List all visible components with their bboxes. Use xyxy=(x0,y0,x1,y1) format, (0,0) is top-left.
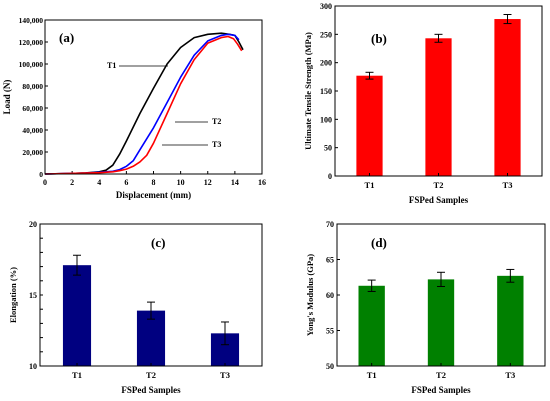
y-tick-label: 300 xyxy=(320,2,332,11)
y-tick-label: 100,000 xyxy=(19,60,44,69)
series-line-T2 xyxy=(44,33,240,175)
panel-label: (b) xyxy=(371,31,387,46)
y-tick-label: 150 xyxy=(320,87,332,96)
y-tick-label: 50 xyxy=(326,362,334,371)
y-tick-label: 60 xyxy=(326,291,334,300)
panel-label: (a) xyxy=(59,30,74,45)
y-tick-label: 20,000 xyxy=(22,148,43,157)
x-axis-label: FSPed Samples xyxy=(411,385,471,395)
annotation-label: T2 xyxy=(212,117,221,126)
x-tick-label: T3 xyxy=(505,370,515,380)
panel-d: 50 55 60 65 70 T1 T2 T3 FSPed Samples Yong's Modu… xyxy=(305,220,524,395)
x-tick-label: 4 xyxy=(97,178,101,187)
bar-T3 xyxy=(494,19,521,177)
panel-b: 0 50 100 150 200 250 300 T1 T2 T3 FSPed Samples Ult… xyxy=(303,2,521,205)
bar-T2 xyxy=(136,310,166,366)
y-tick-label: 100 xyxy=(320,115,332,124)
y-tick-label: 140,000 xyxy=(19,16,44,25)
x-tick-label: 14 xyxy=(231,178,239,187)
series-line-T3 xyxy=(44,35,243,175)
x-tick-label: 10 xyxy=(177,178,185,187)
y-tick-label: 60,000 xyxy=(22,104,43,113)
y-axis-label: Ultimate Tensile Strength (MPa) xyxy=(303,32,313,150)
bar-T3 xyxy=(497,275,524,366)
annotation-label: T3 xyxy=(212,140,221,149)
y-tick-label: 120,000 xyxy=(19,38,44,47)
x-tick-label: 12 xyxy=(204,178,212,187)
y-tick-label: 200 xyxy=(320,59,332,68)
plot-frame-d xyxy=(336,223,546,367)
panel-label: (d) xyxy=(371,235,387,250)
x-tick-label: T1 xyxy=(367,370,377,380)
y-axis-label: Elongation (%) xyxy=(8,267,18,323)
x-tick-label: T1 xyxy=(365,180,375,190)
panel-label: (c) xyxy=(151,235,165,250)
x-tick-label: 16 xyxy=(258,178,266,187)
x-tick-label: T3 xyxy=(220,370,230,380)
y-tick-label: 250 xyxy=(320,30,332,39)
x-tick-label: T2 xyxy=(436,370,446,380)
series-line-T1 xyxy=(44,32,244,175)
y-tick-label: 50 xyxy=(324,144,332,153)
y-tick-label: 80,000 xyxy=(22,82,43,91)
plot-frame-b xyxy=(334,5,543,177)
bar-T1 xyxy=(358,285,385,366)
panel-c: 10 15 20 T1 T2 T3 FSPed Samples Elongation (%) (… xyxy=(8,220,240,395)
bar-T1 xyxy=(62,265,92,366)
y-tick-label: 40,000 xyxy=(22,126,43,135)
panel-a: 0 2 4 6 8 10 12 14 16 0 20,000 40,000 60,000 80,000 10… xyxy=(2,16,266,200)
bar-T1 xyxy=(356,75,383,176)
y-tick-label: 70 xyxy=(326,220,334,229)
x-axis-label: FSPed Samples xyxy=(121,385,181,395)
y-axis-label: Yong's Modulus (GPa) xyxy=(305,254,315,336)
y-tick-label: 10 xyxy=(29,362,37,371)
x-tick-label: T3 xyxy=(503,180,513,190)
y-tick-label: 20 xyxy=(29,220,37,229)
y-tick-label: 65 xyxy=(326,256,334,265)
bar-T2 xyxy=(427,279,455,366)
x-tick-label: T1 xyxy=(72,370,82,380)
x-tick-label: 8 xyxy=(152,178,156,187)
y-tick-label: 15 xyxy=(29,291,37,300)
x-tick-label: T2 xyxy=(434,180,444,190)
x-axis-label: Displacement (mm) xyxy=(116,190,191,200)
y-tick-label: 55 xyxy=(326,327,334,336)
y-tick-label: 0 xyxy=(328,172,332,181)
x-tick-label: T2 xyxy=(146,370,156,380)
bar-T2 xyxy=(425,38,452,176)
x-tick-label: 0 xyxy=(43,178,47,187)
y-axis-label: Load (N) xyxy=(2,80,12,115)
annotation-label: T1 xyxy=(107,61,116,70)
x-tick-label: 6 xyxy=(124,178,128,187)
y-tick-label: 0 xyxy=(39,170,43,179)
plot-frame-a xyxy=(44,19,263,175)
x-tick-label: 2 xyxy=(70,178,74,187)
x-axis-label: FSPed Samples xyxy=(409,195,469,205)
plot-frame-c xyxy=(39,223,263,367)
